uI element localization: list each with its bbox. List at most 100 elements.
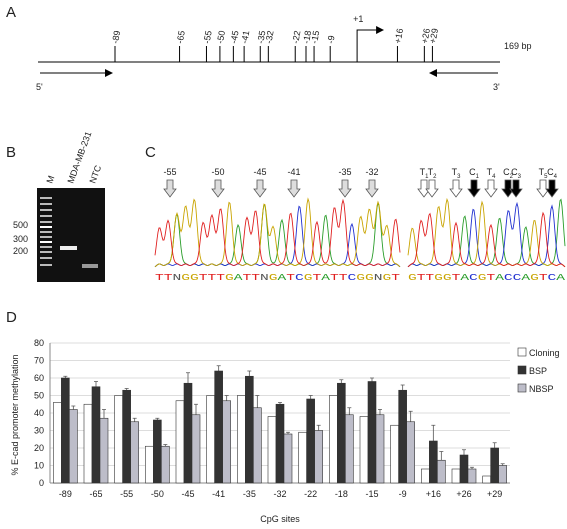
bar [214, 370, 223, 484]
site-arrow [467, 179, 481, 198]
base: G [356, 273, 365, 283]
site-index: 1 [425, 174, 429, 180]
bar [69, 409, 78, 484]
x-tick-label: -9 [399, 489, 407, 499]
base: T [155, 273, 165, 283]
base: T [286, 273, 296, 283]
legend-label: BSP [529, 366, 547, 376]
site-base: T [487, 167, 493, 177]
amplicon-length: 169 bp [504, 41, 532, 51]
bar [451, 468, 461, 484]
site-base: C [503, 167, 510, 177]
trace [407, 197, 566, 268]
x-tick-label: -50 [151, 489, 164, 499]
bar [406, 421, 415, 484]
bar [314, 430, 323, 484]
bar [245, 375, 254, 484]
error-bar [94, 381, 98, 387]
site-label: C2 [503, 167, 514, 180]
bar [161, 445, 170, 484]
error-bar [462, 449, 466, 455]
site-arrow [287, 179, 301, 198]
bar [375, 414, 385, 484]
bar [367, 381, 377, 484]
site-index: 2 [510, 174, 514, 180]
error-bar [316, 424, 321, 431]
site-label: T5 [539, 167, 549, 180]
base: C [295, 273, 305, 283]
error-bar [378, 409, 382, 415]
bar [283, 433, 293, 484]
base: C [548, 273, 558, 283]
bar [482, 475, 491, 484]
base: G [530, 273, 539, 283]
bar [437, 459, 446, 484]
base: N [374, 273, 383, 283]
base: G [181, 273, 190, 283]
site-label: T4 [487, 167, 497, 180]
site-arrow [509, 179, 523, 198]
cpg-label: -22 [290, 30, 302, 45]
ladder-band [40, 251, 52, 253]
cpg-label: -45 [228, 30, 240, 45]
site-base: C [547, 167, 554, 177]
y-tick-label: 20 [34, 443, 44, 453]
site-label: T3 [452, 167, 462, 180]
site-label: T2 [428, 167, 438, 180]
base: N [173, 273, 182, 283]
base: G [434, 273, 443, 283]
error-bar [347, 407, 352, 415]
trace [407, 211, 566, 268]
site-arrow [425, 179, 439, 198]
base: T [452, 273, 462, 283]
ntc-band [82, 264, 98, 268]
ladder-band [40, 236, 52, 238]
site-index: 3 [518, 174, 522, 180]
base: A [321, 273, 331, 283]
ladder-band [40, 209, 52, 211]
base: T [330, 273, 340, 283]
site-base: T [539, 167, 545, 177]
site-arrow [365, 179, 379, 198]
site-label: C3 [511, 167, 522, 180]
site-base: T [428, 167, 434, 177]
error-bar [194, 403, 198, 415]
bar [145, 445, 154, 484]
base: T [164, 273, 174, 283]
legend-label: Cloning [529, 348, 560, 358]
bar [298, 431, 307, 484]
error-bar [370, 377, 374, 382]
error-bar [408, 410, 413, 422]
panel-letter: D [6, 309, 17, 326]
site-base: C [469, 167, 476, 177]
x-tick-label: -45 [181, 489, 194, 499]
x-tick-label: -32 [273, 489, 286, 499]
base: A [495, 273, 505, 283]
base: T [487, 273, 497, 283]
ladder-band [40, 257, 52, 259]
base: C [348, 273, 358, 283]
base: G [408, 273, 417, 283]
panel-letter: C [145, 144, 156, 161]
base: G [225, 273, 234, 283]
site-index: 5 [544, 174, 548, 180]
cpg-label: -18 [301, 30, 313, 45]
tss-arrow [356, 26, 385, 62]
error-bar [400, 384, 405, 391]
y-tick-label: 50 [34, 391, 44, 401]
ladder-band [40, 246, 52, 248]
ladder-band [40, 215, 52, 217]
base: T [208, 273, 218, 283]
bar [83, 403, 93, 484]
site-label: C4 [547, 167, 558, 180]
y-tick-label: 30 [34, 426, 44, 436]
x-tick-label: -41 [212, 489, 225, 499]
error-bar [216, 365, 221, 371]
site-arrow [253, 179, 267, 198]
site-arrow [449, 179, 463, 198]
bar [359, 416, 369, 484]
bar [91, 386, 101, 484]
bar [329, 395, 338, 484]
gel-bands [40, 197, 98, 268]
